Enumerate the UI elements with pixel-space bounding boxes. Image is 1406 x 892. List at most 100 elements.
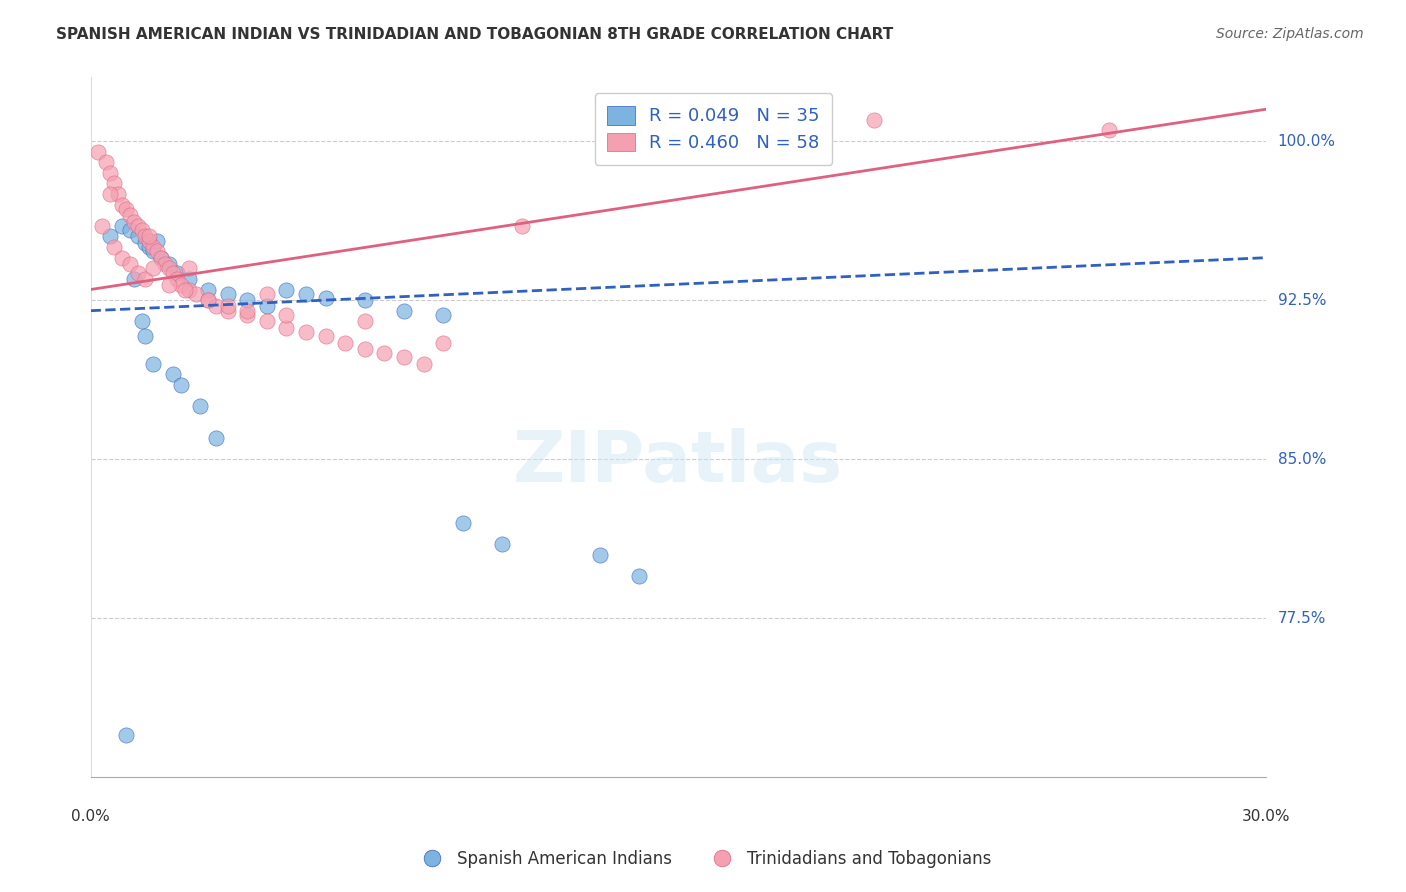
Point [107, 187, 129, 202]
Point [111, 219, 134, 233]
Point [170, 278, 193, 293]
Point [177, 272, 200, 286]
Point [276, 308, 298, 322]
Point [863, 112, 886, 127]
Point [146, 244, 169, 259]
Point [186, 286, 208, 301]
Point [98, 166, 121, 180]
Point [146, 234, 169, 248]
Point [276, 320, 298, 334]
Point [134, 235, 156, 250]
Point [392, 351, 415, 365]
Point [205, 431, 228, 445]
Point [157, 261, 180, 276]
Point [142, 357, 165, 371]
Point [412, 357, 434, 371]
Point [118, 208, 141, 222]
Point [131, 223, 153, 237]
Point [217, 300, 239, 314]
Point [177, 283, 200, 297]
Point [628, 569, 651, 583]
Text: 100.0%: 100.0% [1278, 134, 1336, 149]
Point [276, 283, 298, 297]
Point [118, 223, 141, 237]
Point [162, 266, 184, 280]
Point [589, 548, 612, 562]
Text: Source: ZipAtlas.com: Source: ZipAtlas.com [1216, 27, 1364, 41]
Point [295, 325, 318, 339]
Point [491, 537, 513, 551]
Point [256, 314, 278, 328]
Point [115, 728, 138, 742]
Point [353, 293, 375, 307]
Point [98, 187, 121, 202]
Point [373, 346, 395, 360]
Point [173, 283, 195, 297]
Point [138, 240, 160, 254]
Point [103, 177, 125, 191]
Point [115, 202, 138, 216]
Point [197, 293, 219, 307]
Point [166, 272, 188, 286]
Point [353, 314, 375, 328]
Point [127, 219, 149, 233]
Point [315, 291, 337, 305]
Point [157, 278, 180, 293]
Point [157, 257, 180, 271]
Point [142, 240, 165, 254]
Point [134, 329, 156, 343]
Point [197, 283, 219, 297]
Point [188, 399, 211, 413]
Point [217, 286, 239, 301]
Point [134, 272, 156, 286]
Point [127, 229, 149, 244]
Point [103, 240, 125, 254]
Point [236, 308, 259, 322]
Point [122, 272, 145, 286]
Point [205, 300, 228, 314]
Point [295, 286, 318, 301]
Point [177, 261, 200, 276]
Point [315, 329, 337, 343]
Point [162, 368, 184, 382]
Point [150, 251, 173, 265]
Point [451, 516, 474, 530]
Legend: Spanish American Indians, Trinidadians and Tobagonians: Spanish American Indians, Trinidadians a… [408, 844, 998, 875]
Point [197, 293, 219, 307]
Text: SPANISH AMERICAN INDIAN VS TRINIDADIAN AND TOBAGONIAN 8TH GRADE CORRELATION CHAR: SPANISH AMERICAN INDIAN VS TRINIDADIAN A… [56, 27, 893, 42]
Point [166, 266, 188, 280]
Text: 85.0%: 85.0% [1278, 451, 1326, 467]
Point [131, 314, 153, 328]
Point [111, 197, 134, 211]
Text: 0.0%: 0.0% [72, 809, 110, 824]
Point [150, 251, 173, 265]
Point [432, 335, 454, 350]
Point [122, 214, 145, 228]
Point [236, 303, 259, 318]
Point [432, 308, 454, 322]
Point [256, 286, 278, 301]
Point [236, 293, 259, 307]
Point [134, 229, 156, 244]
Text: ZIPatlas: ZIPatlas [513, 428, 844, 497]
Point [170, 378, 193, 392]
Point [256, 300, 278, 314]
Point [96, 155, 118, 169]
Point [510, 219, 533, 233]
Point [392, 303, 415, 318]
Point [217, 303, 239, 318]
Point [98, 229, 121, 244]
Point [127, 266, 149, 280]
Point [142, 261, 165, 276]
Text: 92.5%: 92.5% [1278, 293, 1326, 308]
Point [335, 335, 357, 350]
Text: 30.0%: 30.0% [1241, 809, 1291, 824]
Point [153, 257, 176, 271]
Point [138, 234, 160, 248]
Point [1098, 123, 1121, 137]
Point [142, 244, 165, 259]
Text: 77.5%: 77.5% [1278, 611, 1326, 625]
Point [91, 219, 114, 233]
Point [118, 257, 141, 271]
Point [353, 342, 375, 356]
